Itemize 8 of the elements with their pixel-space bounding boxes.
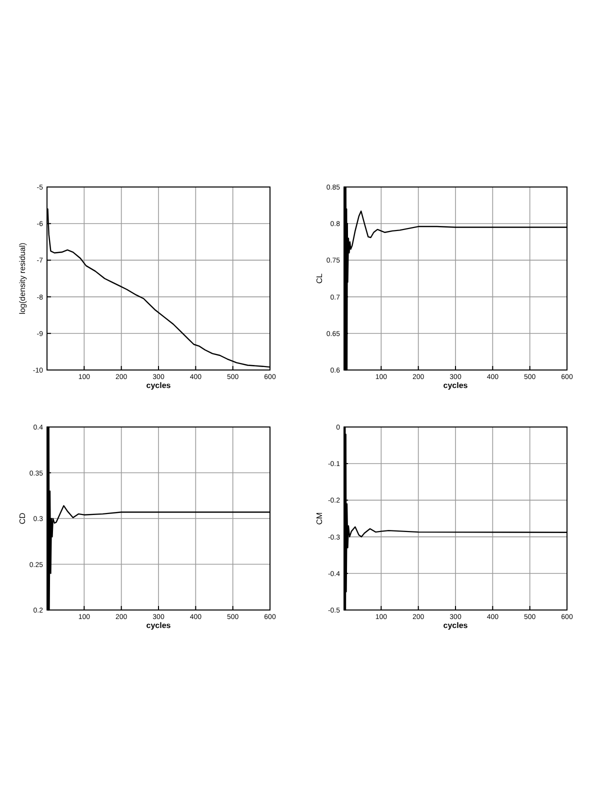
x-axis-title: cycles xyxy=(146,381,172,390)
y-axis-title: log(density residual) xyxy=(18,242,27,314)
x-axis-title: cycles xyxy=(443,381,468,390)
y-axis-title: CD xyxy=(18,512,27,524)
y-axis-title: CM xyxy=(315,512,324,525)
y-axis-title: CL xyxy=(315,272,324,284)
x-axis-title: cycles xyxy=(443,621,468,630)
x-axis-title: cycles xyxy=(146,621,172,630)
